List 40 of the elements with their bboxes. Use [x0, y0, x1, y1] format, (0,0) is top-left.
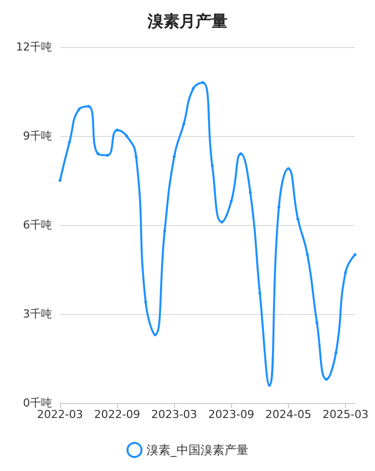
y-tick-label: 3千吨 [23, 308, 52, 320]
point [230, 200, 233, 203]
chart-title: 溴素月产量 [146, 12, 228, 30]
y-tick-label: 0千吨 [23, 396, 52, 410]
x-tick-label: 2024-05 [265, 408, 312, 421]
point [201, 81, 204, 84]
point [354, 253, 356, 256]
point [239, 152, 242, 156]
y-tick-label: 9千吨 [23, 130, 52, 142]
point [277, 206, 280, 209]
point [87, 104, 90, 108]
point [96, 152, 100, 156]
x-tick-label: 2025-03 [322, 408, 368, 421]
point [306, 253, 309, 256]
x-tick-label: 2023-03 [151, 408, 198, 421]
point [144, 300, 148, 304]
line-series [58, 81, 356, 387]
point [163, 229, 166, 232]
x-tick-label: 2022-03 [37, 408, 83, 421]
point [78, 108, 81, 111]
point [296, 218, 300, 221]
point [334, 351, 338, 354]
point [172, 155, 176, 158]
point [125, 134, 128, 138]
point [286, 167, 290, 170]
point [134, 155, 138, 158]
legend-label: 溴素_中国溴素产量 [146, 443, 248, 457]
y-tick-label: 12千吨 [16, 40, 52, 54]
x-tick-label: 2023-09 [208, 408, 254, 421]
point [192, 87, 195, 90]
point [324, 378, 328, 381]
point [268, 384, 271, 387]
point [315, 321, 318, 324]
point [220, 220, 224, 224]
y-tick-label: 6千吨 [23, 218, 52, 232]
point [106, 154, 110, 157]
point [248, 190, 252, 194]
point [182, 122, 186, 126]
point [116, 128, 119, 132]
x-tick-label: 2022-09 [94, 408, 140, 421]
